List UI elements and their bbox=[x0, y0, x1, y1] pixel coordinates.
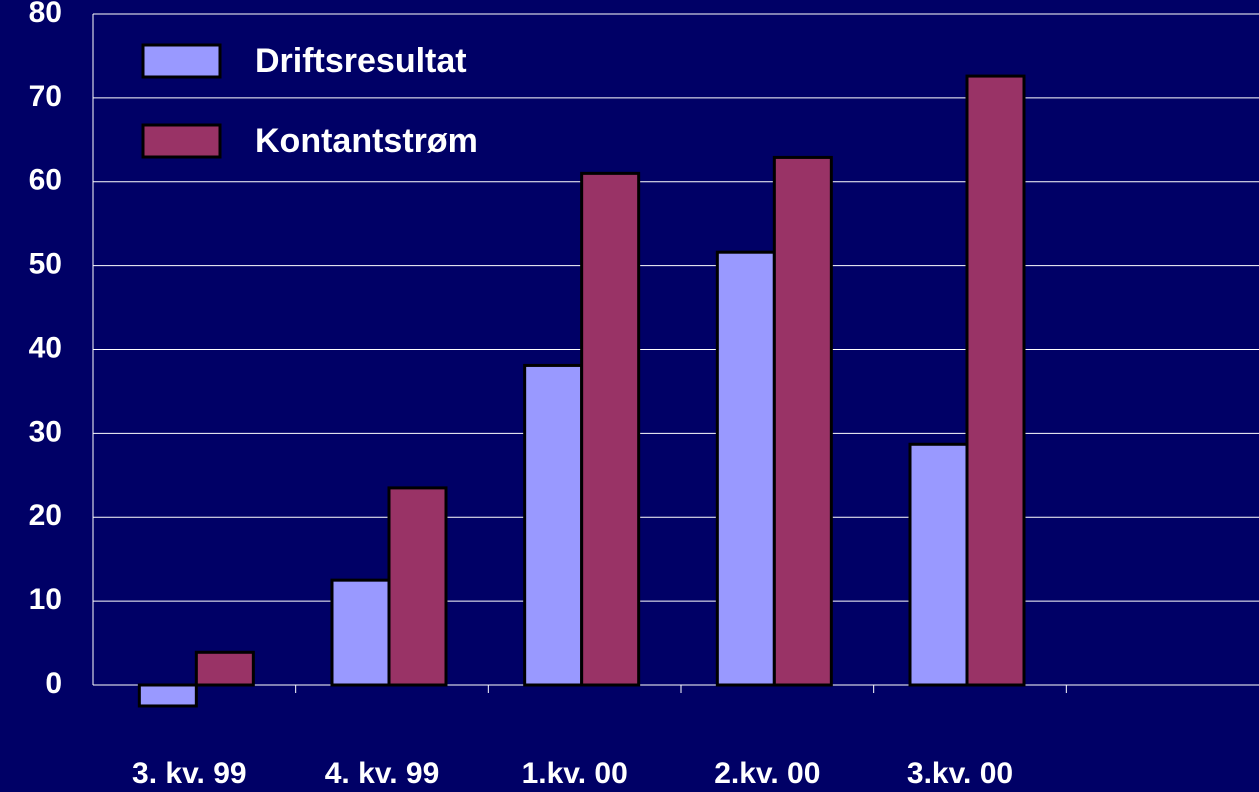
y-tick-label: 0 bbox=[45, 667, 62, 700]
bar bbox=[715, 250, 776, 687]
x-tick-label: 1.kv. 00 bbox=[522, 757, 628, 790]
x-tick-label: 3. kv. 99 bbox=[132, 757, 247, 790]
bar bbox=[908, 442, 969, 687]
bar bbox=[965, 74, 1026, 687]
bar bbox=[580, 171, 641, 687]
y-tick-label: 30 bbox=[29, 415, 62, 448]
y-tick-label: 10 bbox=[29, 583, 62, 616]
y-tick-label: 50 bbox=[29, 248, 62, 281]
x-tick-label: 4. kv. 99 bbox=[325, 757, 440, 790]
legend-label: Driftsresultat bbox=[255, 42, 467, 80]
y-tick-label: 40 bbox=[29, 331, 62, 364]
y-tick-label: 20 bbox=[29, 499, 62, 532]
bar bbox=[523, 363, 584, 687]
y-tick-label: 60 bbox=[29, 164, 62, 197]
bar bbox=[194, 650, 255, 687]
x-tick-label: 2.kv. 00 bbox=[714, 757, 820, 790]
legend-swatch bbox=[141, 43, 222, 79]
bar bbox=[387, 486, 448, 687]
legend-label: Kontantstrøm bbox=[255, 122, 478, 160]
y-tick-label: 80 bbox=[29, 0, 62, 29]
y-tick-label: 70 bbox=[29, 80, 62, 113]
bar bbox=[137, 683, 198, 708]
bar bbox=[772, 155, 833, 687]
x-tick-label: 3.kv. 00 bbox=[907, 757, 1013, 790]
bar bbox=[330, 578, 391, 687]
legend-swatch bbox=[141, 123, 222, 159]
